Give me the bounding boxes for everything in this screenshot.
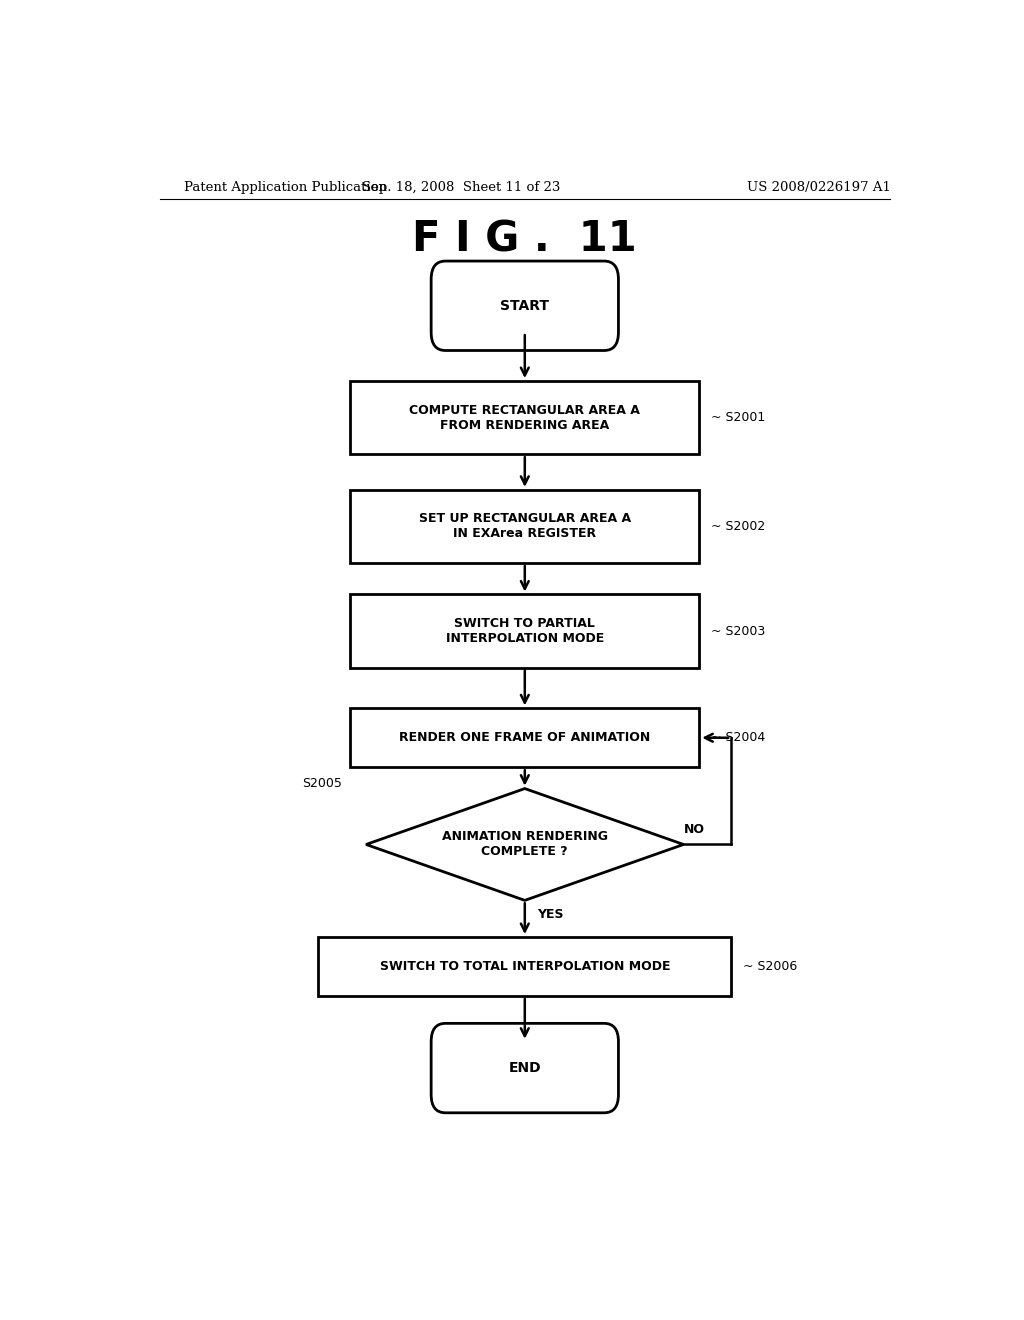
Bar: [350, 594, 699, 668]
Text: ~ S2006: ~ S2006: [743, 960, 798, 973]
Text: COMPUTE RECTANGULAR AREA A
FROM RENDERING AREA: COMPUTE RECTANGULAR AREA A FROM RENDERIN…: [410, 404, 640, 432]
Text: RENDER ONE FRAME OF ANIMATION: RENDER ONE FRAME OF ANIMATION: [399, 731, 650, 744]
Text: SET UP RECTANGULAR AREA A
IN EXArea REGISTER: SET UP RECTANGULAR AREA A IN EXArea REGI…: [419, 512, 631, 540]
Text: SWITCH TO TOTAL INTERPOLATION MODE: SWITCH TO TOTAL INTERPOLATION MODE: [380, 960, 670, 973]
Text: F I G .  11: F I G . 11: [413, 219, 637, 261]
Bar: [350, 709, 699, 767]
Text: ~ S2004: ~ S2004: [712, 731, 766, 744]
Bar: [318, 937, 731, 995]
Text: END: END: [509, 1061, 541, 1074]
Text: S2005: S2005: [302, 777, 342, 789]
Text: ~ S2002: ~ S2002: [712, 520, 766, 533]
Bar: [350, 490, 699, 562]
Text: Sep. 18, 2008  Sheet 11 of 23: Sep. 18, 2008 Sheet 11 of 23: [362, 181, 560, 194]
FancyBboxPatch shape: [431, 261, 618, 351]
Polygon shape: [367, 788, 684, 900]
Text: ANIMATION RENDERING
COMPLETE ?: ANIMATION RENDERING COMPLETE ?: [441, 830, 608, 858]
Text: Patent Application Publication: Patent Application Publication: [183, 181, 386, 194]
Bar: [350, 381, 699, 454]
Text: YES: YES: [537, 908, 563, 921]
FancyBboxPatch shape: [431, 1023, 618, 1113]
Text: ~ S2001: ~ S2001: [712, 411, 766, 424]
Text: US 2008/0226197 A1: US 2008/0226197 A1: [748, 181, 891, 194]
Text: NO: NO: [684, 822, 705, 836]
Text: START: START: [501, 298, 549, 313]
Text: SWITCH TO PARTIAL
INTERPOLATION MODE: SWITCH TO PARTIAL INTERPOLATION MODE: [445, 616, 604, 645]
Text: ~ S2003: ~ S2003: [712, 624, 766, 638]
